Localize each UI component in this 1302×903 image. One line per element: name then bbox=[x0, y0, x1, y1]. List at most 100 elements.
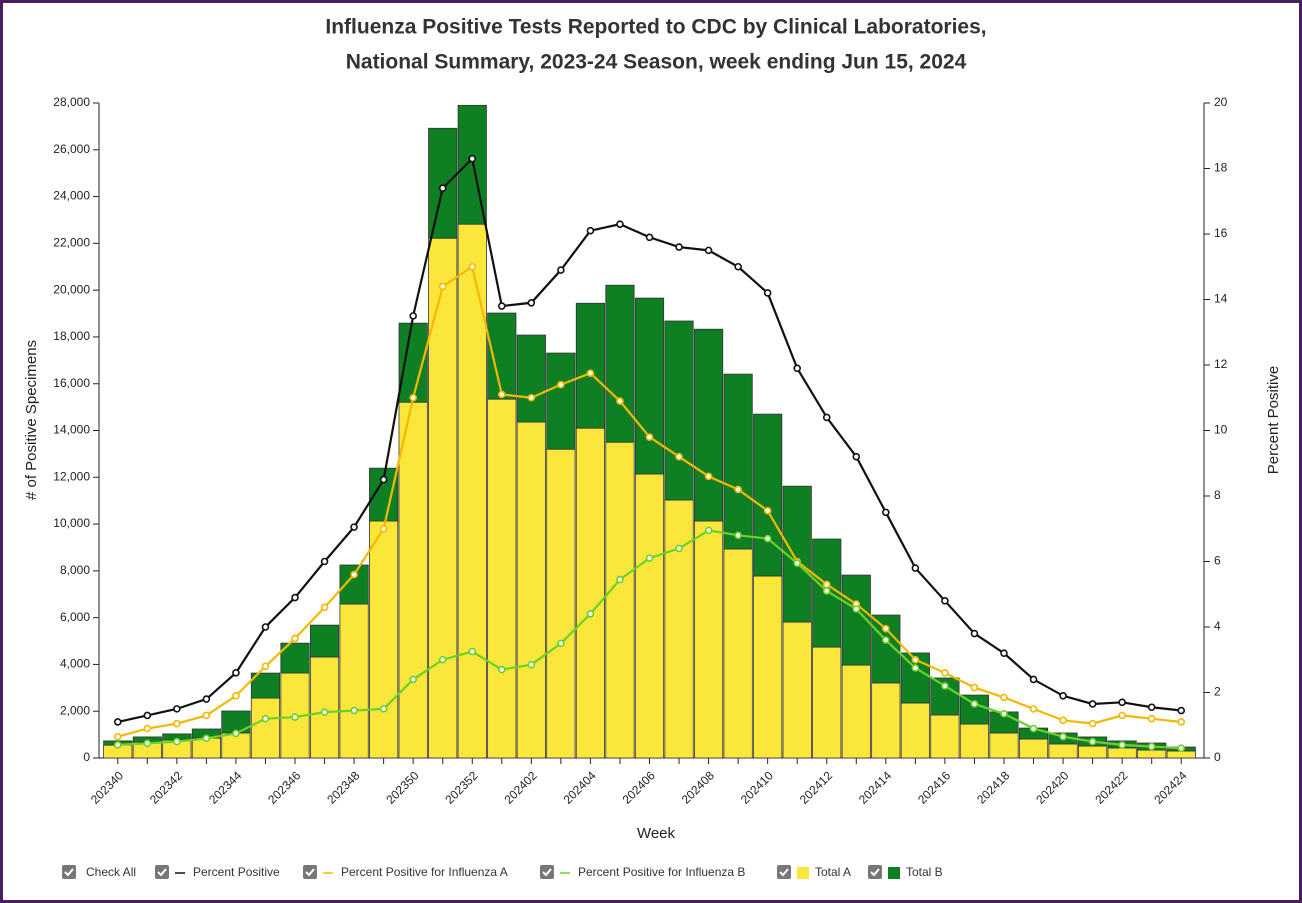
legend-label[interactable]: Total B bbox=[906, 865, 943, 879]
bar bbox=[1018, 738, 1049, 759]
checkbox[interactable] bbox=[777, 865, 791, 879]
bar bbox=[634, 473, 665, 759]
point bbox=[1147, 714, 1156, 723]
bar bbox=[516, 421, 546, 759]
point bbox=[882, 624, 890, 633]
point bbox=[1059, 691, 1067, 700]
y-tick-label: 14,000 bbox=[53, 423, 90, 437]
x-tick-label: 202404 bbox=[561, 768, 599, 806]
legend-label[interactable]: Percent Positive for Influenza A bbox=[341, 865, 508, 879]
bar bbox=[634, 297, 665, 475]
bar bbox=[309, 624, 340, 658]
y-tick-label: 20,000 bbox=[53, 282, 90, 296]
legend-label[interactable]: Percent Positive bbox=[193, 865, 280, 879]
x-tick-label: 202408 bbox=[679, 768, 717, 806]
checkbox[interactable] bbox=[303, 865, 317, 879]
x-tick-label: 202412 bbox=[797, 768, 835, 806]
y-tick-label: 24,000 bbox=[53, 189, 90, 203]
y2-tick-label: 14 bbox=[1214, 292, 1228, 306]
y2-tick-label: 2 bbox=[1214, 685, 1221, 699]
check-all[interactable]: Check All bbox=[62, 865, 136, 879]
y2-tick-label: 12 bbox=[1214, 357, 1228, 371]
point bbox=[852, 605, 861, 613]
y2-tick-label: 10 bbox=[1214, 423, 1228, 437]
legend-label[interactable]: Percent Positive for Influenza B bbox=[578, 865, 745, 879]
legend-label[interactable]: Total A bbox=[815, 865, 851, 879]
bar bbox=[309, 656, 340, 759]
point bbox=[911, 564, 920, 572]
point bbox=[379, 524, 388, 533]
y-tick-label: 0 bbox=[83, 750, 90, 764]
checkbox[interactable] bbox=[540, 865, 554, 879]
bar bbox=[959, 723, 990, 759]
y-tick-label: 22,000 bbox=[53, 236, 90, 250]
point bbox=[970, 700, 979, 708]
point bbox=[763, 289, 772, 297]
point bbox=[645, 433, 654, 441]
bar bbox=[812, 646, 842, 759]
point bbox=[1059, 716, 1067, 725]
point bbox=[882, 636, 890, 644]
point bbox=[261, 714, 270, 723]
chart-title: National Summary, 2023-24 Season, week e… bbox=[346, 51, 967, 74]
y2-tick-label: 4 bbox=[1214, 619, 1221, 633]
point bbox=[1147, 742, 1156, 751]
y-tick-label: 10,000 bbox=[53, 516, 90, 530]
point bbox=[409, 675, 417, 684]
point bbox=[1147, 703, 1156, 712]
y2-tick-label: 6 bbox=[1214, 554, 1221, 568]
point bbox=[1029, 675, 1038, 684]
point bbox=[173, 705, 181, 713]
bar bbox=[546, 352, 576, 450]
point bbox=[143, 739, 152, 748]
bar bbox=[1137, 749, 1167, 759]
point bbox=[734, 485, 742, 494]
bar bbox=[250, 697, 281, 759]
y2-tick-label: 0 bbox=[1214, 750, 1221, 764]
checkbox[interactable] bbox=[62, 865, 76, 879]
checkbox[interactable] bbox=[155, 865, 169, 879]
point bbox=[438, 655, 447, 664]
bar bbox=[900, 702, 930, 759]
point bbox=[793, 559, 802, 567]
point bbox=[675, 544, 683, 553]
point bbox=[113, 741, 122, 749]
y-tick-label: 8,000 bbox=[60, 563, 90, 577]
point bbox=[143, 711, 152, 720]
point bbox=[409, 393, 417, 402]
point bbox=[822, 413, 831, 422]
point bbox=[941, 669, 949, 677]
y-tick-label: 28,000 bbox=[53, 95, 90, 109]
point bbox=[970, 683, 979, 692]
point bbox=[616, 397, 624, 405]
bar bbox=[546, 448, 576, 759]
x-tick-label: 202350 bbox=[383, 768, 421, 806]
point bbox=[763, 534, 772, 543]
x-tick-label: 202344 bbox=[206, 768, 244, 806]
point bbox=[320, 557, 329, 566]
point bbox=[202, 695, 211, 703]
point bbox=[1177, 718, 1186, 726]
checkbox[interactable] bbox=[868, 865, 882, 879]
point bbox=[704, 472, 713, 481]
point bbox=[291, 713, 299, 721]
bar bbox=[694, 328, 724, 522]
y-axis-title: # of Positive Specimens bbox=[23, 340, 40, 500]
bar bbox=[930, 714, 960, 759]
point bbox=[379, 705, 388, 713]
bar bbox=[605, 441, 635, 759]
bar bbox=[664, 320, 694, 501]
point bbox=[1088, 737, 1097, 746]
check-all-label[interactable]: Check All bbox=[86, 865, 136, 879]
point bbox=[1000, 649, 1008, 658]
point bbox=[468, 262, 477, 271]
bar bbox=[516, 334, 546, 423]
point bbox=[882, 508, 890, 517]
point bbox=[1000, 693, 1008, 702]
point bbox=[557, 639, 565, 648]
point bbox=[113, 732, 122, 741]
y2-tick-label: 20 bbox=[1214, 95, 1228, 109]
point bbox=[763, 506, 772, 515]
x-tick-label: 202346 bbox=[265, 768, 303, 806]
point bbox=[734, 262, 742, 271]
